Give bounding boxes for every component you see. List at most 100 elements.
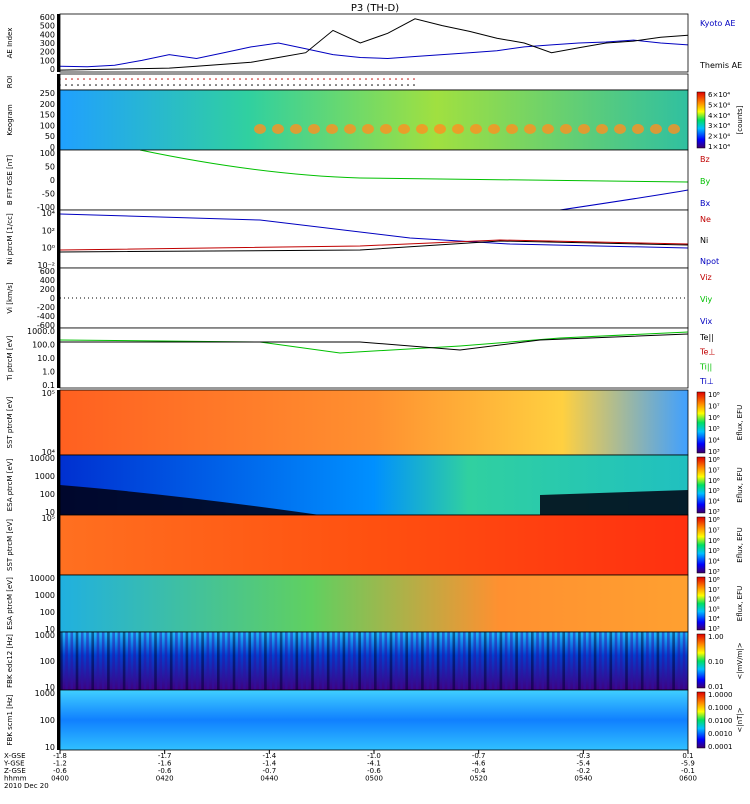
panel-temp: 1000.0 100.0 10.0 1.0 0.1 Ti ptrcM [eV] Te|| Te…: [6, 327, 715, 390]
keogram-ytick: 50: [45, 132, 55, 141]
roi-dot: [203, 78, 205, 80]
fbk-e-stripe: [269, 632, 272, 690]
x-tick-label: -4.1: [367, 760, 381, 768]
fbk-e-stripe: [661, 632, 665, 690]
roi-dot: [137, 78, 139, 80]
fbk-e-stripe: [682, 632, 686, 690]
keogram-blob: [416, 124, 428, 134]
roi-dot: [269, 78, 271, 80]
sst_e-left-bar: [57, 515, 60, 575]
roi-ylabel: ROI: [6, 76, 14, 88]
roi-dot: [257, 78, 259, 80]
roi-dot: [413, 78, 415, 80]
x-tick-label: -0.6: [367, 767, 381, 775]
roi-dot: [143, 78, 145, 80]
roi-dot: [323, 84, 325, 86]
roi-dot: [95, 84, 97, 86]
bfield-ytick: -50: [42, 190, 55, 199]
fbk_e-colorbar: [696, 633, 706, 689]
velocity-ytick: -400: [37, 312, 55, 321]
roi-dot: [353, 84, 355, 86]
roi-dot: [215, 78, 217, 80]
keogram-blob: [272, 124, 284, 134]
esa_e-colorbar-tick: 10³: [708, 625, 720, 633]
panel-fbk_b: 1.0000 0.1000 0.0100 0.0010 0.0001 <|nT|> 1000…: [6, 689, 744, 752]
fbk_b-colorbar-tick: 0.1000: [708, 704, 733, 712]
roi-dot: [77, 78, 79, 80]
fbk-e-stripe: [614, 632, 618, 690]
x-tick-label: 0500: [365, 775, 383, 783]
fbk-e-stripe: [384, 632, 388, 690]
fbk-e-stripe: [164, 632, 168, 690]
sst_e-colorbar-label: Eflux, EFU: [736, 527, 744, 562]
x-tick-label: -5.4: [576, 760, 590, 768]
roi-dot: [311, 84, 313, 86]
fbk-e-stripe: [91, 632, 95, 690]
keogram-ytick: 0: [50, 143, 55, 152]
fbk_e-colorbar-tick: 0.01: [708, 683, 724, 691]
fbk-e-stripe: [211, 632, 215, 690]
fbk-e-stripe: [128, 632, 131, 690]
keogram-blob: [560, 124, 572, 134]
esa_e-spectrogram: [60, 575, 688, 632]
roi-dot: [95, 78, 97, 80]
panel-esa_i: 10⁸ 10⁷ 10⁶ 10⁵ 10⁴ 10³ Eflux, EFU 10000 1000 100…: [6, 454, 744, 517]
fbk-e-stripe: [462, 632, 466, 690]
keogram-colorbar-tick: 6×10⁴: [708, 91, 730, 99]
keogram-spectrogram: [60, 90, 688, 150]
roi-left-bar: [57, 74, 60, 90]
fbk-e-stripe: [285, 632, 288, 690]
fbk_b-ylabel: FBK scm1 [Hz]: [6, 694, 14, 745]
roi-dot: [383, 78, 385, 80]
sst_e-colorbar-tick: 10⁷: [708, 526, 720, 534]
ae-legend-entry: Themis AE: [699, 61, 742, 70]
fbk-e-stripe: [604, 632, 607, 690]
roi-dot: [281, 84, 283, 86]
density-ytick: 10²: [42, 226, 55, 235]
velocity-plot-area: [60, 268, 688, 328]
roi-dot: [395, 78, 397, 80]
sst_i-colorbar-tick: 10⁴: [708, 437, 720, 445]
bfield-legend-entry: Bz: [700, 155, 710, 164]
x-axis-row-label: X-GSE: [4, 752, 26, 760]
x-tick-label: 0520: [470, 775, 488, 783]
fbk-e-stripe: [572, 632, 576, 690]
sst_i-colorbar-tick: 10⁶: [708, 414, 720, 422]
fbk-e-stripe: [248, 632, 252, 690]
fbk-e-stripe: [531, 632, 534, 690]
density-ytick: 10⁴: [42, 209, 55, 218]
fbk-e-stripe: [578, 632, 581, 690]
bfield-plot-area: [60, 150, 688, 210]
fbk-e-stripe: [499, 632, 503, 690]
esa_e-ytick: 1000: [35, 591, 55, 600]
roi-dot: [77, 84, 79, 86]
fbk_e-colorbar-tick: 0.10: [708, 658, 724, 666]
roi-dot: [299, 78, 301, 80]
roi-dot: [245, 78, 247, 80]
ae-series-line: [59, 39, 689, 68]
roi-dot: [311, 78, 313, 80]
fbk_e-ylabel: FBK edc12 [Hz]: [6, 634, 14, 688]
x-tick-label: -1.2: [53, 760, 67, 768]
ne-trace: [59, 239, 689, 251]
x-tick-label: 0540: [574, 775, 592, 783]
fbk-e-stripe: [180, 632, 183, 690]
fbk-e-stripe: [232, 632, 236, 690]
esa_i-ytick: 10000: [30, 454, 55, 463]
roi-dot: [71, 78, 73, 80]
fbk-e-stripe: [353, 632, 356, 690]
ae-left-bar: [57, 14, 60, 72]
fbk_b-colorbar-label: <|nT|>: [736, 707, 744, 732]
sst_e-colorbar-tick: 10⁸: [708, 516, 720, 524]
keogram-ytick: 250: [40, 89, 55, 98]
x-tick-label: 0.1: [682, 752, 693, 760]
roi-dot: [119, 78, 121, 80]
keogram-ytick: 150: [40, 111, 55, 120]
esa-i-low-flux-2: [540, 490, 688, 515]
roi-dot: [395, 84, 397, 86]
keogram-colorbar-label: [counts]: [736, 105, 744, 134]
esa_e-colorbar-tick: 10⁵: [708, 605, 720, 613]
roi-dot: [191, 84, 193, 86]
fbk-e-stripe: [400, 632, 403, 690]
x-tick-label: -1.6: [158, 760, 172, 768]
